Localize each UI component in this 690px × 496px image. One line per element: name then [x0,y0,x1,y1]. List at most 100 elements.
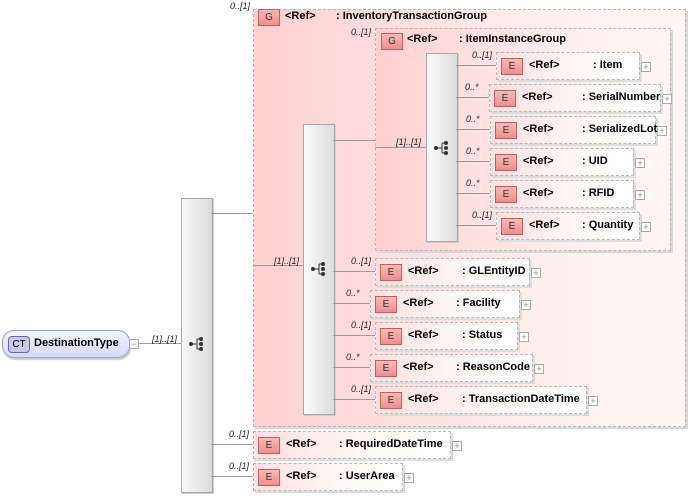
group-ref: <Ref> [407,33,438,45]
occurrence-label: 0..* [466,114,480,124]
element-node-group_elements-3[interactable]: E <Ref> : ReasonCode [370,354,533,382]
expand-button[interactable]: + [662,94,672,104]
element-node-inner_elements-3[interactable]: E <Ref> : UID [490,148,634,176]
element-name: : RequiredDateTime [339,438,443,450]
occurrence-label: 0..* [466,146,480,156]
complex-type-icon: CT [8,336,30,353]
element-ref: <Ref> [286,470,317,482]
expand-button[interactable]: + [641,62,651,72]
element-ref: <Ref> [529,219,560,231]
connector [333,367,370,368]
connector [456,97,489,98]
element-node-group_elements-2[interactable]: E <Ref> : Status [375,322,518,350]
collapse-button[interactable]: − [129,339,139,349]
element-name: : UID [582,155,608,167]
expand-button[interactable]: + [588,396,598,406]
element-name: : TransactionDateTime [462,393,580,405]
element-name: : Item [593,59,623,71]
element-node-root_elements-1[interactable]: E <Ref> : UserArea [253,463,403,491]
group-icon: G [258,9,280,26]
element-name: : SerializedLot [582,123,658,135]
element-node-inner_elements-2[interactable]: E <Ref> : SerializedLot [490,116,658,144]
element-node-group_elements-1[interactable]: E <Ref> : Facility [370,290,520,318]
expand-button[interactable]: + [531,268,541,278]
element-node-inner_elements-5[interactable]: E <Ref> : Quantity [496,212,640,240]
element-node-inner_elements-1[interactable]: E <Ref> : SerialNumber [489,84,661,112]
occurrence-label: [1]..[1] [152,334,178,344]
connector [333,399,375,400]
connector [456,161,490,162]
occurrence-label: 0..* [466,178,480,188]
occurrence-label: 0..[1] [229,429,250,439]
element-name: : SerialNumber [582,91,661,103]
complex-type-name: DestinationType [34,337,119,349]
element-ref: <Ref> [529,59,560,71]
element-icon: E [501,58,523,75]
connector [139,343,181,344]
element-icon: E [495,154,517,171]
connector [211,476,253,477]
connector [253,265,303,266]
element-node-inner_elements-0[interactable]: E <Ref> : Item [496,52,640,80]
element-ref: <Ref> [522,91,553,103]
connector [456,129,490,130]
connector [333,335,375,336]
element-icon: E [495,122,517,139]
element-ref: <Ref> [286,438,317,450]
element-ref: <Ref> [408,393,439,405]
sequence-icon [189,337,203,351]
expand-button[interactable]: + [534,364,544,374]
element-name: : ReasonCode [456,361,530,373]
connector [456,193,490,194]
element-icon: E [495,186,517,203]
element-name: : Facility [456,297,501,309]
element-ref: <Ref> [403,361,434,373]
group-icon: G [381,33,403,50]
element-name: : Status [462,329,503,341]
expand-button[interactable]: + [404,473,414,483]
expand-button[interactable]: + [657,126,667,136]
occurrence-label: 0..[1] [351,320,372,330]
element-ref: <Ref> [408,265,439,277]
element-node-inner_elements-4[interactable]: E <Ref> : RFID [490,180,634,208]
expand-button[interactable]: + [635,158,645,168]
expand-button[interactable]: + [521,300,531,310]
occurrence-label: [1]..[1] [396,137,422,147]
connector [333,303,370,304]
element-name: : UserArea [339,470,395,482]
sequence-icon [434,141,448,155]
element-icon: E [258,469,280,486]
element-name: : Quantity [582,219,634,231]
group-name: : ItemInstanceGroup [459,33,566,45]
element-icon: E [380,328,402,345]
expand-button[interactable]: + [452,441,462,451]
element-icon: E [380,392,402,409]
element-ref: <Ref> [523,123,554,135]
expand-button[interactable]: + [519,332,529,342]
element-icon: E [375,296,397,313]
element-icon: E [258,437,280,454]
complex-type-node[interactable]: CT DestinationType [2,330,130,358]
element-ref: <Ref> [523,155,554,167]
occurrence-label: 0..[1] [229,461,250,471]
element-icon: E [375,360,397,377]
group-name: : InventoryTransactionGroup [336,10,487,22]
occurrence-label: 0..[1] [351,27,372,37]
element-node-group_elements-0[interactable]: E <Ref> : GLEntityID [375,258,530,286]
connector [333,140,375,141]
connector [211,213,253,214]
occurrence-label: 0..* [346,288,360,298]
occurrence-label: 0..* [465,82,479,92]
connector [375,147,426,148]
element-icon: E [501,218,523,235]
element-node-root_elements-0[interactable]: E <Ref> : RequiredDateTime [253,431,451,459]
expand-button[interactable]: + [635,190,645,200]
element-ref: <Ref> [408,329,439,341]
occurrence-label: 0..[1] [230,1,251,11]
occurrence-label: 0..* [346,352,360,362]
occurrence-label: 0..[1] [351,256,372,266]
expand-button[interactable]: + [641,222,651,232]
connector [333,271,375,272]
element-node-group_elements-4[interactable]: E <Ref> : TransactionDateTime [375,386,587,414]
connector [211,444,253,445]
